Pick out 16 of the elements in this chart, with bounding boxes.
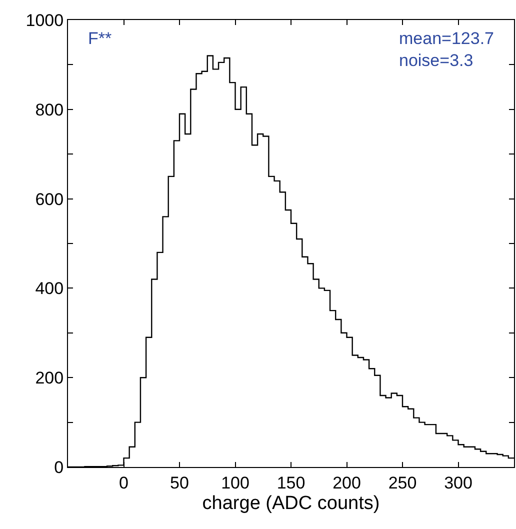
x-tick-label: 300 (444, 473, 472, 492)
annotation: F** (88, 29, 112, 48)
y-tick-label: 600 (35, 190, 64, 209)
y-tick-label: 0 (54, 458, 64, 477)
x-tick-label: 250 (388, 473, 417, 492)
y-tick-label: 200 (35, 368, 64, 388)
x-tick-label: 150 (276, 473, 306, 492)
x-tick-label: 0 (119, 473, 128, 492)
x-axis-title: charge (ADC counts) (202, 493, 380, 514)
y-tick-label: 800 (35, 100, 64, 120)
x-tick-label: 200 (332, 473, 361, 492)
y-tick-label: 1000 (26, 10, 64, 30)
y-tick-label: 400 (35, 279, 64, 298)
x-tick-label: 50 (170, 473, 189, 492)
x-tick-label: 100 (221, 473, 250, 492)
annotation: mean=123.7 noise=3.3 (399, 29, 494, 70)
